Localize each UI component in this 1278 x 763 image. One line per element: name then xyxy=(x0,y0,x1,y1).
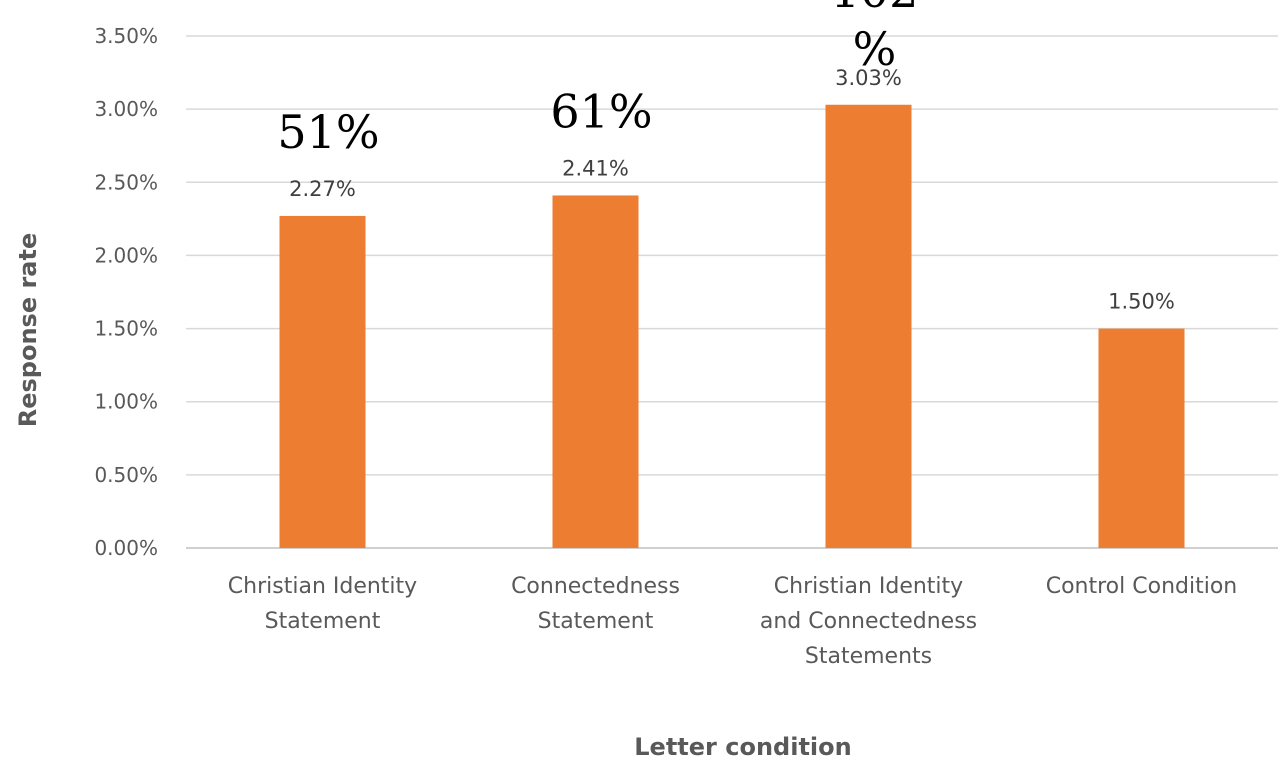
bar xyxy=(825,104,912,549)
y-tick-label: 2.00% xyxy=(94,243,158,267)
y-tick-label: 0.50% xyxy=(94,463,158,487)
category-label: Christian Identity xyxy=(774,574,963,599)
y-tick-label: 3.00% xyxy=(94,97,158,121)
data-label: 2.27% xyxy=(289,177,356,201)
y-tick-label: 3.50% xyxy=(94,24,158,48)
y-axis-ticks: 0.00% 0.50% 1.00% 1.50% 2.00% 2.50% 3.00% 3.50% xyxy=(94,24,158,560)
category-label: Statements xyxy=(805,644,932,669)
category-label: Statement xyxy=(538,609,654,634)
bar xyxy=(1098,328,1185,548)
x-axis-title: Letter condition xyxy=(634,733,851,761)
data-labels: 2.27% 2.41% 3.03% 1.50% xyxy=(289,66,1175,314)
overlay-percent-label: 102 xyxy=(831,0,919,18)
data-label: 2.41% xyxy=(562,156,629,180)
bars xyxy=(279,104,1185,549)
category-label: Christian Identity xyxy=(228,574,417,599)
y-axis-title: Response rate xyxy=(14,233,42,428)
category-label: Statement xyxy=(265,609,381,634)
x-axis-categories: Christian Identity Statement Connectedness… xyxy=(228,574,1237,669)
overlay-percent-labels: 51% 61% 102% xyxy=(277,0,918,159)
gridlines xyxy=(186,35,1278,549)
y-tick-label: 2.50% xyxy=(94,170,158,194)
category-label: Control Condition xyxy=(1046,574,1238,599)
category-label: and Connectedness xyxy=(760,609,977,634)
data-label: 1.50% xyxy=(1108,290,1175,314)
category-label: Connectedness xyxy=(511,574,680,599)
overlay-percent-label: 51% xyxy=(277,105,379,159)
overlay-percent-label: % xyxy=(853,22,897,76)
overlay-percent-label: 61% xyxy=(550,84,652,138)
y-tick-label: 1.50% xyxy=(94,317,158,341)
y-tick-label: 0.00% xyxy=(94,536,158,560)
data-label: 3.03% xyxy=(835,66,902,90)
bar xyxy=(279,215,366,548)
bar xyxy=(552,195,639,549)
y-tick-label: 1.00% xyxy=(94,390,158,414)
